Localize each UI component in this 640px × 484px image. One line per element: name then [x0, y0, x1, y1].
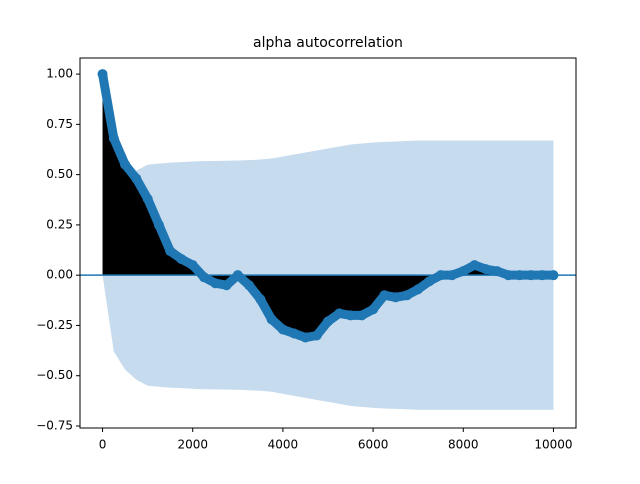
- acf-marker: [300, 332, 311, 343]
- acf-marker: [447, 270, 457, 281]
- acf-marker: [244, 280, 255, 291]
- acf-marker: [525, 270, 536, 281]
- acf-marker: [187, 260, 198, 271]
- y-tick-label: −0.25: [36, 318, 73, 332]
- acf-marker: [199, 272, 209, 283]
- acf-marker: [97, 69, 108, 80]
- acf-marker: [255, 294, 266, 305]
- y-tick-label: 0.25: [46, 217, 73, 231]
- y-tick-label: 0.75: [46, 117, 73, 131]
- x-tick-label: 8000: [448, 438, 479, 452]
- acf-marker: [165, 246, 176, 257]
- acf-marker: [277, 324, 288, 335]
- y-tick-label: 0.00: [46, 268, 73, 282]
- acf-marker: [492, 266, 503, 277]
- acf-marker: [153, 219, 164, 230]
- acf-marker: [266, 314, 277, 325]
- acf-marker: [379, 290, 390, 301]
- acf-marker: [108, 133, 119, 144]
- acf-marker: [424, 276, 435, 287]
- acf-marker: [142, 193, 153, 204]
- acf-marker: [435, 270, 446, 281]
- y-tick-label: −0.75: [36, 418, 73, 432]
- acf-marker: [323, 316, 333, 327]
- acf-marker: [537, 270, 548, 281]
- acf-marker: [221, 280, 232, 291]
- acf-marker: [120, 159, 131, 170]
- y-tick-label: 1.00: [46, 67, 73, 81]
- acf-marker: [210, 278, 221, 289]
- acf-marker: [514, 270, 525, 281]
- acf-marker: [334, 308, 345, 319]
- acf-marker: [401, 290, 412, 301]
- x-tick-label: 6000: [358, 438, 389, 452]
- acf-marker: [289, 328, 300, 339]
- x-tick-label: 10000: [534, 438, 572, 452]
- x-tick-label: 0: [99, 438, 107, 452]
- acf-marker: [368, 304, 379, 315]
- x-tick-label: 2000: [177, 438, 208, 452]
- acf-marker: [548, 270, 559, 281]
- y-tick-label: −0.50: [36, 368, 73, 382]
- plot-frame: [79, 57, 577, 429]
- acf-marker: [356, 310, 367, 321]
- chart-title: alpha autocorrelation: [253, 35, 403, 51]
- acf-marker: [131, 173, 142, 184]
- y-tick-label: 0.50: [46, 167, 73, 181]
- acf-marker: [413, 284, 424, 295]
- acf-marker: [480, 264, 491, 275]
- acf-marker: [345, 310, 356, 321]
- acf-marker: [176, 254, 187, 265]
- stem-area: [102, 74, 554, 338]
- acf-marker: [503, 270, 514, 281]
- acf-marker: [311, 330, 322, 341]
- acf-marker: [458, 266, 469, 277]
- acf-marker: [232, 270, 243, 281]
- acf-marker: [390, 292, 401, 303]
- x-tick-label: 4000: [268, 438, 299, 452]
- acf-marker: [469, 260, 480, 271]
